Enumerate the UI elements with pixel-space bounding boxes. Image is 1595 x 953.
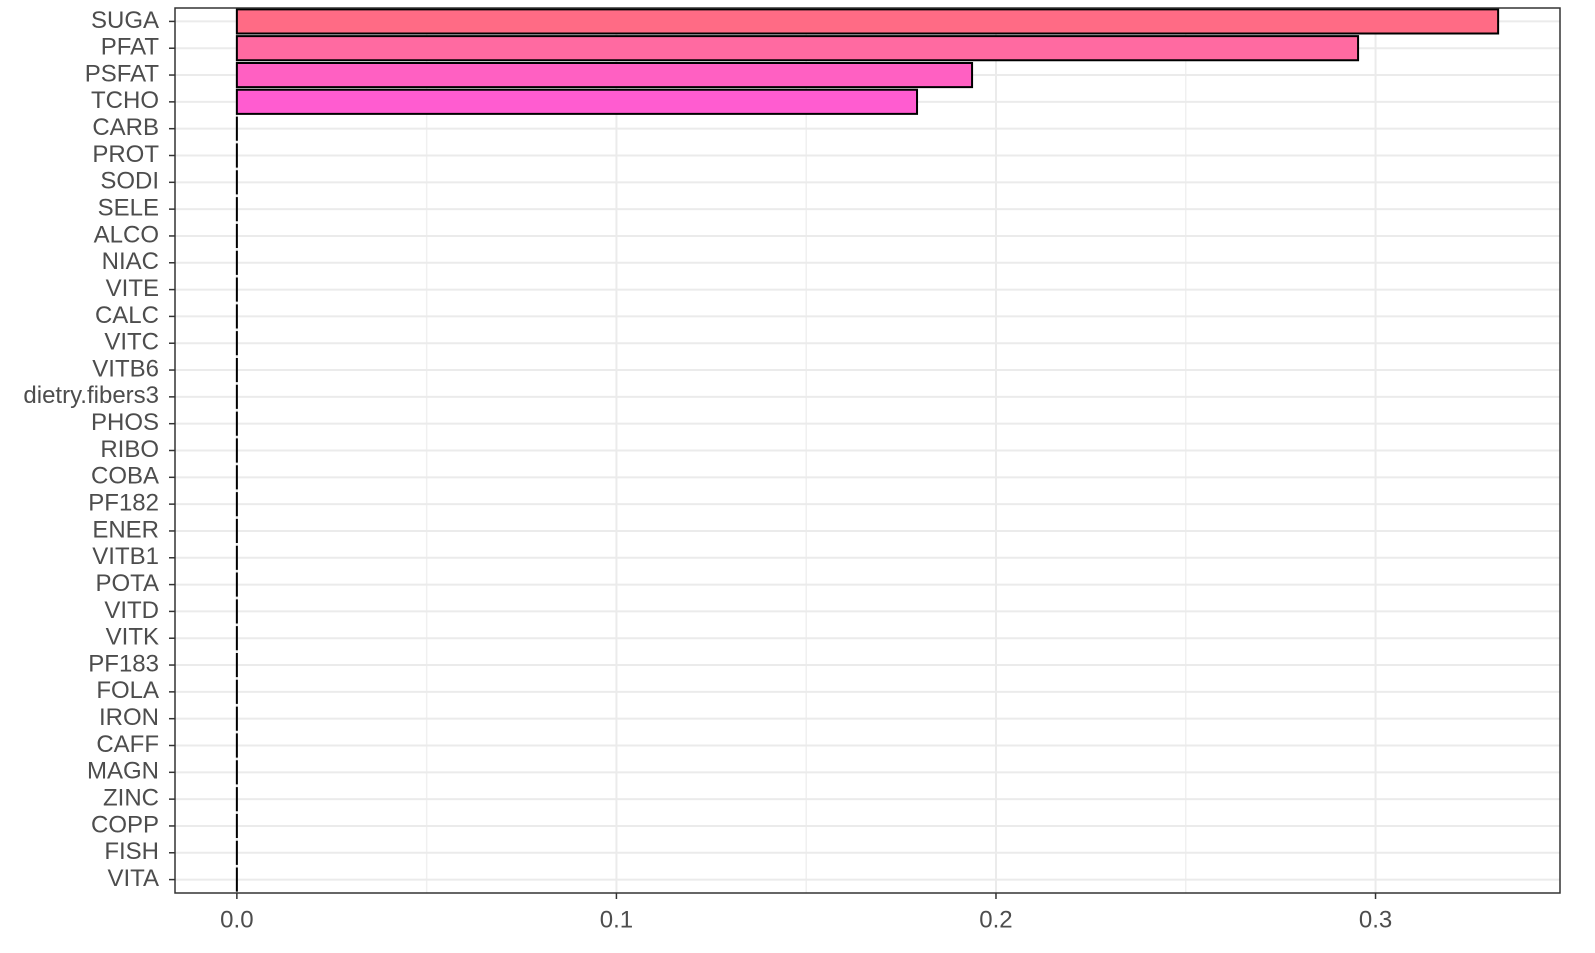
- y-tick-label: VITC: [104, 329, 159, 356]
- y-tick-label: TCHO: [91, 87, 159, 114]
- bar: [235, 88, 919, 115]
- bar: [235, 8, 1500, 35]
- y-tick-label: SODI: [100, 168, 159, 195]
- x-tick-label: 0.2: [979, 906, 1012, 933]
- y-tick-label: FOLA: [96, 677, 159, 704]
- y-tick-label: NIAC: [102, 248, 159, 275]
- y-tick-label: COPP: [91, 811, 159, 838]
- y-tick-label: SELE: [98, 194, 159, 221]
- y-tick-label: IRON: [99, 704, 159, 731]
- y-tick-label: PFAT: [101, 34, 160, 61]
- y-tick-label: CAFF: [96, 731, 159, 758]
- y-tick-label: PHOS: [91, 409, 159, 436]
- y-tick-label: VITB1: [92, 543, 159, 570]
- y-tick-label: VITK: [106, 624, 159, 651]
- y-tick-label: SUGA: [91, 7, 159, 34]
- bar: [235, 61, 974, 89]
- y-tick-label: ZINC: [103, 784, 159, 811]
- y-tick-label: RIBO: [100, 436, 159, 463]
- y-tick-label: CARB: [92, 114, 159, 141]
- x-tick-label: 0.3: [1359, 906, 1392, 933]
- y-tick-label: VITD: [104, 597, 159, 624]
- y-tick-label: PSFAT: [85, 60, 160, 87]
- y-tick-label: dietry.fibers3: [23, 382, 159, 409]
- y-tick-label: POTA: [95, 570, 159, 597]
- y-tick-label: COBA: [91, 463, 159, 490]
- y-tick-label: PF182: [88, 489, 159, 516]
- x-tick-label: 0.0: [220, 906, 253, 933]
- y-tick-label: ALCO: [94, 221, 159, 248]
- y-tick-label: ENER: [92, 516, 159, 543]
- y-tick-label: MAGN: [87, 758, 159, 785]
- y-tick-label: VITA: [107, 865, 159, 892]
- y-tick-label: FISH: [104, 838, 159, 865]
- y-tick-label: VITB6: [92, 355, 159, 382]
- y-tick-label: CALC: [95, 302, 159, 329]
- y-tick-label: VITE: [106, 275, 159, 302]
- panel-border: [174, 7, 1561, 894]
- y-tick-label: PROT: [92, 141, 159, 168]
- y-tick-label: PF183: [88, 650, 159, 677]
- x-tick-label: 0.1: [600, 906, 633, 933]
- bar: [235, 35, 1360, 62]
